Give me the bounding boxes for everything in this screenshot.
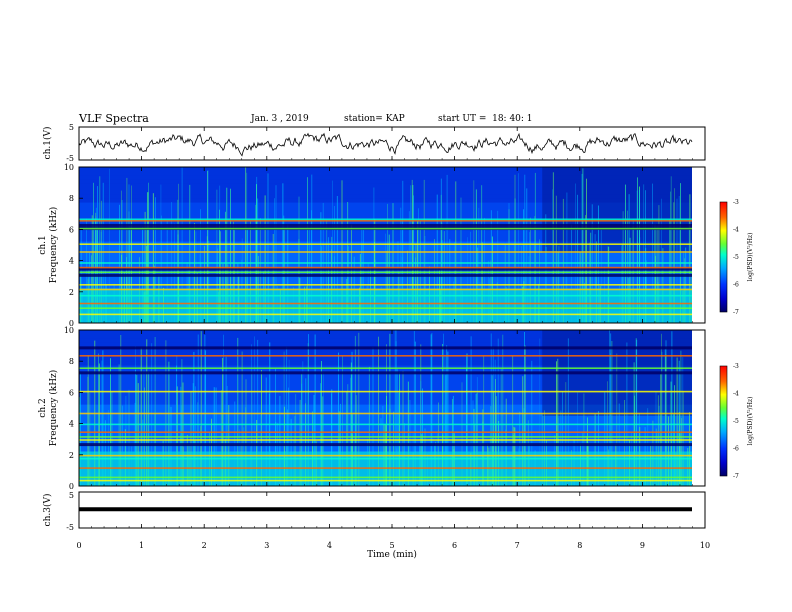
ch2-spectrogram-image	[79, 330, 705, 487]
colorbar-tick-label: -3	[733, 199, 739, 206]
colorbar-tick-label: -3	[733, 363, 739, 370]
freq-ytick-label: 0	[69, 319, 74, 328]
ch3-panel: 5 -5 ch.3(V) 0 1 2 3 4 5 6 7 8 9 10 Time (min)	[42, 127, 710, 560]
colorbar-tick-label: -7	[733, 309, 739, 316]
x-tick-label: 2	[202, 541, 207, 550]
x-tick-label: 8	[577, 541, 582, 550]
ch3-ylabel: ch.3(V)	[42, 494, 53, 527]
freq-ytick-label: 8	[69, 194, 74, 203]
ch1-ytick-top: 5	[69, 123, 74, 132]
colorbar-tick-label: -4	[733, 391, 739, 398]
freq-ytick-label: 4	[69, 420, 74, 429]
ch1-spectrogram-image	[79, 167, 705, 324]
ch1-ylabel: ch.1(V)	[42, 127, 53, 160]
x-axis-label: Time (min)	[367, 549, 417, 560]
ch1-waveform-line	[78, 132, 693, 157]
freq-ytick-label: 6	[69, 388, 74, 397]
freq-ytick-label: 10	[64, 326, 74, 335]
freq-ytick-label: 10	[64, 163, 74, 172]
colorbar-tick-label: -6	[733, 282, 739, 289]
x-tick-label: 7	[515, 541, 520, 550]
date-label: Jan. 3 , 2019	[251, 114, 309, 124]
freq-ytick-label: 8	[69, 357, 74, 366]
x-tick-label: 6	[452, 541, 457, 550]
colorbar-tick-label: -7	[733, 473, 739, 480]
freq-ytick-label: 4	[69, 257, 74, 266]
colorbar-tick-label: -5	[733, 254, 739, 261]
colorbar-tick-label: -6	[733, 446, 739, 453]
ch2-colorbar	[719, 365, 728, 477]
freq-ytick-label: 6	[69, 225, 74, 234]
ch3-ytick-bottom: -5	[66, 523, 74, 532]
x-tick-label: 0	[76, 541, 81, 550]
ch1-colorbar	[719, 201, 728, 313]
x-tick-label: 1	[139, 541, 144, 550]
ch1-ytick-bottom: -5	[66, 154, 74, 163]
colorbar-tick-label: -4	[733, 227, 739, 234]
freq-ytick-label: 2	[69, 288, 74, 297]
ch1-freq-ylabel: Frequency (kHz)	[48, 207, 59, 284]
station-label: station= KAP	[344, 114, 405, 124]
ch2-colorbar-label: log(PSD)(V²/Hz)	[747, 397, 754, 446]
ch2-freq-ylabel: Frequency (kHz)	[48, 370, 59, 447]
ch1-colorbar-label: log(PSD)(V²/Hz)	[747, 233, 754, 282]
start-time-label: start UT = 18: 40: 1	[438, 114, 533, 124]
x-tick-label: 10	[700, 541, 710, 550]
ch3-ytick-top: 5	[69, 491, 74, 500]
x-tick-label: 5	[389, 541, 394, 550]
chart-title: VLF Spectra	[79, 112, 149, 125]
ch1-channel-label: ch.1	[38, 235, 48, 254]
x-tick-label: 9	[640, 541, 645, 550]
x-tick-label: 3	[264, 541, 269, 550]
x-tick-label: 4	[327, 541, 332, 550]
freq-ytick-label: 0	[69, 482, 74, 491]
colorbar-tick-label: -5	[733, 418, 739, 425]
freq-ytick-label: 2	[69, 451, 74, 460]
ch2-channel-label: ch.2	[38, 398, 48, 417]
